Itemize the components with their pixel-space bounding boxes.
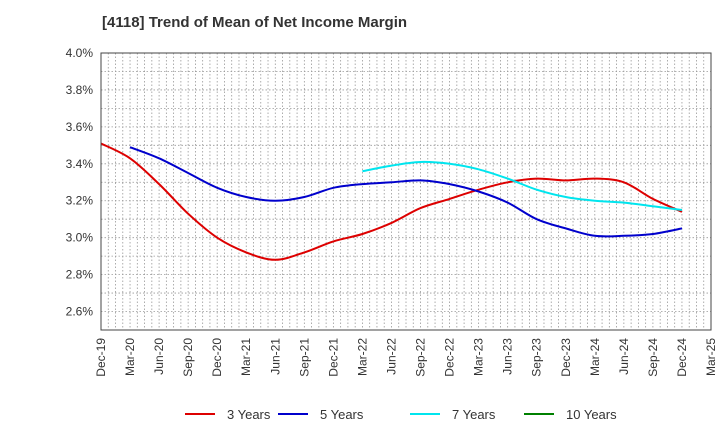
x-tick-label: Mar-20	[123, 338, 137, 376]
x-tick-labels: Dec-19 Mar-20 Jun-20 Sep-20 Dec-20 Mar-21 Jun-…	[94, 338, 718, 377]
legend-item-7-years: 7 Years	[410, 402, 495, 426]
series-line-5-years	[129, 146, 683, 238]
x-tick-label: Sep-22	[414, 338, 428, 377]
y-tick-label: 2.6%	[66, 305, 94, 319]
y-tick-label: 4.0%	[66, 46, 94, 60]
legend-item-5-years: 5 Years	[278, 402, 363, 426]
y-tick-label: 3.8%	[66, 83, 94, 97]
legend-label: 10 Years	[566, 406, 617, 422]
legend-swatch-10-years	[524, 413, 554, 415]
x-tick-label: Jun-23	[501, 338, 515, 375]
y-tick-label: 3.0%	[66, 231, 94, 245]
x-tick-label: Dec-20	[210, 338, 224, 377]
legend-label: 5 Years	[320, 406, 364, 422]
x-tick-label: Dec-19	[94, 338, 108, 377]
y-tick-label: 3.4%	[66, 157, 94, 171]
x-tick-label: Sep-24	[646, 338, 660, 377]
x-tick-label: Mar-22	[355, 338, 369, 376]
legend-label: 7 Years	[452, 406, 496, 422]
x-tick-label: Sep-21	[297, 338, 311, 377]
x-tick-label: Dec-24	[675, 338, 689, 377]
y-tick-labels: 2.6% 2.8% 3.0% 3.2% 3.4% 3.6% 3.8% 4.0%	[66, 46, 94, 319]
legend-swatch-5-years	[278, 413, 308, 415]
x-tick-label: Jun-20	[152, 338, 166, 375]
x-tick-label: Dec-21	[326, 338, 340, 377]
x-tick-label: Jun-24	[617, 338, 631, 375]
x-tick-label: Jun-21	[268, 338, 282, 375]
plot-frame	[100, 52, 712, 331]
legend-label: 3 Years	[227, 406, 271, 422]
x-tick-label: Dec-22	[443, 338, 457, 377]
x-tick-label: Sep-20	[181, 338, 195, 377]
x-tick-label: Mar-23	[472, 338, 486, 376]
y-tick-label: 3.6%	[66, 120, 94, 134]
chart-title: [4118] Trend of Mean of Net Income Margi…	[102, 14, 408, 31]
x-tick-label: Mar-25	[704, 338, 718, 376]
y-tick-label: 2.8%	[66, 268, 94, 282]
legend-item-10-years: 10 Years	[524, 402, 617, 426]
legend-swatch-7-years	[410, 413, 440, 415]
x-tick-label: Jun-22	[384, 338, 398, 375]
legend-item-3-years: 3 Years	[185, 402, 270, 426]
series-line-7-years	[362, 160, 683, 211]
legend-swatch-3-years	[185, 413, 215, 415]
x-tick-label: Dec-23	[559, 338, 573, 377]
x-tick-label: Sep-23	[530, 338, 544, 377]
legend: 3 Years 5 Years 7 Years 10 Years	[0, 402, 720, 426]
x-tick-label: Mar-21	[239, 338, 253, 376]
y-tick-label: 3.2%	[66, 194, 94, 208]
series-line-3-years	[100, 142, 683, 261]
series-layer	[100, 142, 683, 261]
x-tick-label: Mar-24	[588, 338, 602, 376]
grid-layer	[101, 53, 711, 330]
